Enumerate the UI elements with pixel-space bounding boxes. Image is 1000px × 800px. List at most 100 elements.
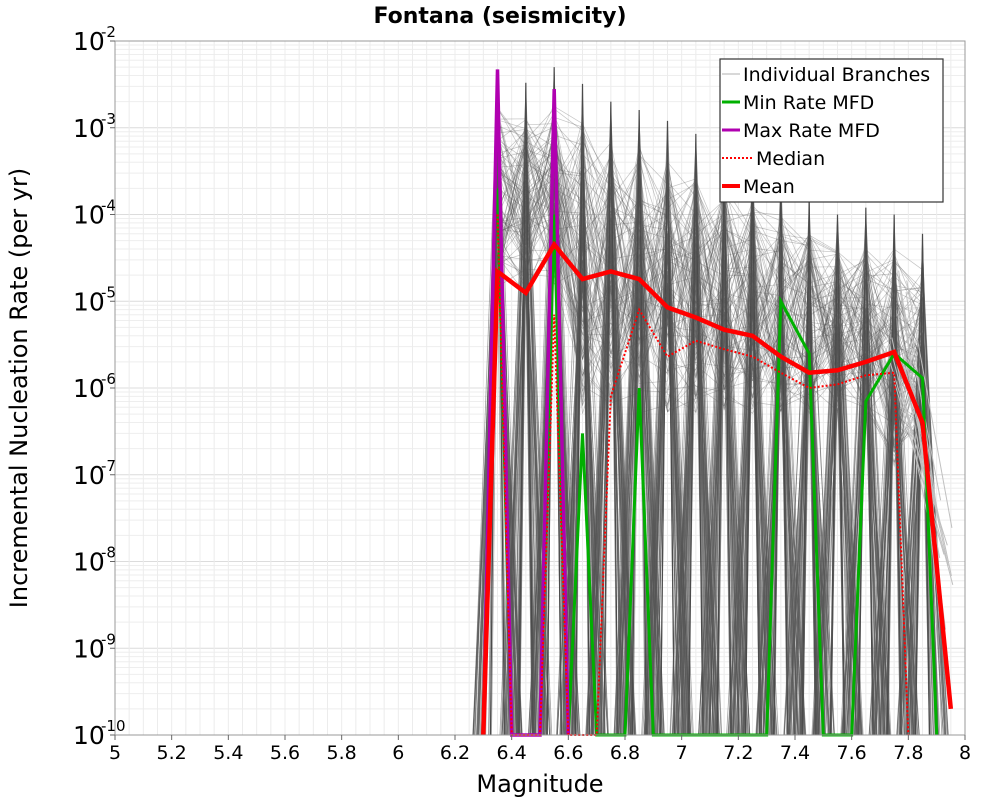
branch-trace — [497, 144, 923, 408]
branch-trace — [497, 142, 923, 451]
branch-trace — [709, 272, 739, 736]
branch-trace — [717, 311, 731, 736]
branch-trace — [497, 128, 923, 408]
legend: Individual Branches Min Rate MFD Max Rat… — [719, 58, 944, 203]
branch-trace — [567, 181, 598, 736]
branch-trace — [900, 341, 945, 736]
y-tick-exponent: -2 — [101, 23, 116, 41]
y-tick-base: 10 — [73, 374, 105, 403]
branch-peak-trace — [858, 207, 874, 736]
branch-trace — [497, 114, 923, 433]
branch-trace — [756, 362, 806, 736]
branch-peak-trace — [914, 233, 931, 736]
chart-title: Fontana (seismicity) — [373, 4, 626, 29]
y-tick-label: 10-4 — [73, 197, 116, 230]
median-line — [496, 214, 910, 736]
branch-trace — [497, 163, 923, 404]
branch-trace — [497, 125, 923, 413]
branch-peak-trace — [659, 120, 676, 736]
y-tick-exponent: -4 — [101, 197, 116, 215]
branch-peak-trace — [688, 133, 704, 736]
branch-trace — [497, 201, 923, 432]
branch-trace — [742, 217, 763, 736]
x-tick-label: 6.8 — [610, 742, 640, 764]
y-tick-label: 10-6 — [73, 370, 116, 403]
branch-trace — [497, 163, 923, 464]
branch-trace — [497, 123, 923, 405]
branch-trace — [497, 149, 923, 448]
branch-peak-trace — [546, 67, 562, 736]
branch-trace — [497, 136, 923, 448]
branch-trace — [497, 109, 923, 446]
x-tick-label: 7 — [676, 742, 688, 764]
x-tick-label: 7.6 — [837, 742, 867, 764]
y-tick-base: 10 — [73, 461, 105, 490]
branch-trace — [497, 132, 923, 425]
branch-trace — [497, 163, 923, 453]
y-tick-base: 10 — [73, 27, 105, 56]
branch-trace — [497, 188, 923, 413]
branch-trace — [497, 133, 923, 391]
branch-trace — [497, 107, 923, 442]
y-tick-exponent: -7 — [101, 457, 116, 475]
branch-trace — [497, 147, 923, 393]
x-tick-label: 7.8 — [893, 742, 923, 764]
branch-trace — [497, 131, 923, 449]
branch-trace — [497, 178, 923, 461]
branch-trace — [497, 119, 923, 451]
branch-trace — [888, 343, 954, 586]
branch-trace — [497, 134, 923, 414]
branch-trace — [569, 260, 596, 736]
branch-trace — [497, 151, 923, 446]
branch-trace — [532, 187, 576, 736]
branch-trace — [497, 205, 923, 445]
branch-trace — [497, 168, 923, 409]
branch-trace — [497, 158, 923, 380]
branch-trace — [738, 292, 767, 736]
branch-peak-trace — [829, 214, 846, 736]
x-tick-label: 5.2 — [157, 742, 187, 764]
branch-peak-trace — [518, 82, 534, 736]
x-tick-label: 5.8 — [327, 742, 357, 764]
y-tick-base: 10 — [73, 548, 105, 577]
branch-trace — [650, 270, 685, 736]
branch-trace — [497, 179, 923, 406]
x-tick-label: 5 — [109, 742, 121, 764]
branch-trace — [497, 115, 923, 392]
branch-trace — [569, 165, 596, 736]
y-tick-label: 10-5 — [73, 283, 116, 316]
legend-box — [719, 58, 944, 203]
y-tick-label: 10-8 — [73, 544, 116, 577]
branch-trace — [497, 143, 923, 411]
branch-trace — [497, 156, 923, 445]
x-tick-label: 6.6 — [553, 742, 583, 764]
y-tick-base: 10 — [73, 287, 105, 316]
branch-trace — [497, 145, 923, 462]
y-tick-base: 10 — [73, 201, 105, 230]
y-tick-exponent: -6 — [101, 370, 116, 388]
branch-trace — [497, 146, 923, 410]
branch-trace — [497, 228, 923, 406]
x-tick-label: 5.4 — [213, 742, 243, 764]
y-tick-exponent: -8 — [101, 544, 116, 562]
branch-trace — [497, 129, 923, 450]
branch-trace — [497, 107, 923, 407]
legend-label-mean: Mean — [743, 176, 795, 198]
y-axis-label: Incremental Nucleation Rate (per yr) — [5, 168, 33, 608]
branch-trace — [497, 178, 923, 445]
mean-line — [481, 240, 954, 736]
y-tick-exponent: -9 — [101, 630, 116, 648]
branch-trace — [905, 292, 938, 509]
branch-trace — [497, 192, 923, 401]
branch-trace — [497, 114, 923, 466]
legend-label-max-rate: Max Rate MFD — [743, 120, 880, 142]
branch-trace — [599, 217, 622, 736]
x-tick-label: 5.6 — [270, 742, 300, 764]
branch-trace — [497, 144, 923, 414]
branch-trace — [497, 146, 923, 411]
branch-trace — [497, 126, 923, 383]
branch-trace — [497, 112, 923, 449]
y-tick-exponent: -10 — [101, 717, 126, 735]
branch-trace — [497, 152, 923, 414]
